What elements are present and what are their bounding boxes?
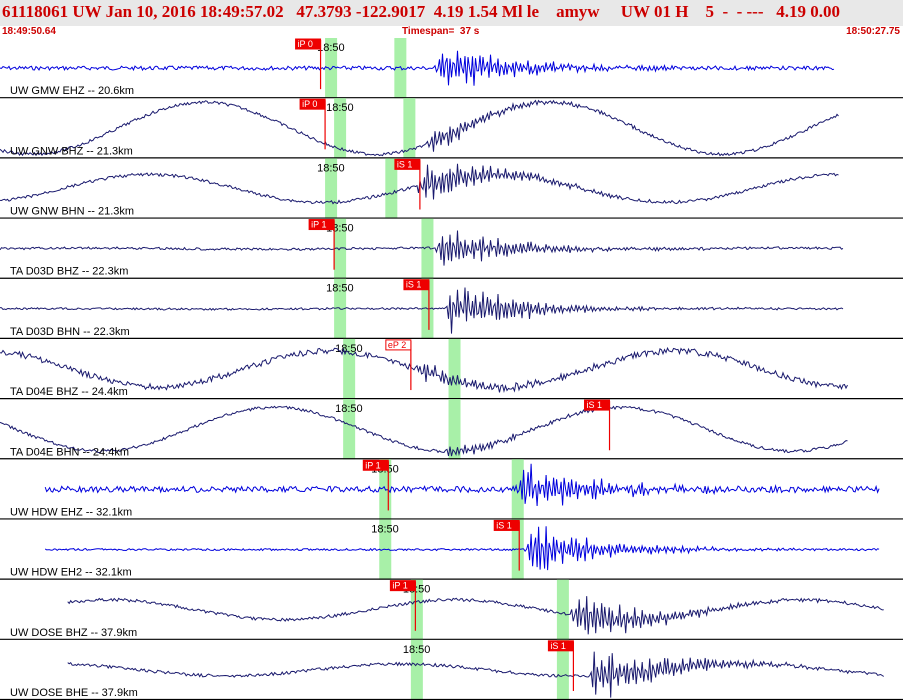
pick-phase-label: iP 0 [298,39,313,49]
pick-phase-label: iS 1 [550,641,566,651]
pick-flag[interactable] [547,640,574,652]
time-range-bar: 18:49:50.64 Timespan= 37 s 18:50:27.75 [0,26,903,38]
waveform-trace [0,163,839,205]
channel-label: UW HDW EHZ -- 32.1km [10,506,132,518]
p-window-band [325,158,338,219]
waveform-trace [44,526,880,571]
pick-flag[interactable] [584,399,611,411]
pick-phase-label: iP 0 [302,99,317,109]
pick-phase-label: iS 1 [587,400,603,410]
time-tick-label: 18:50 [371,523,399,535]
pick-phase-label: iP 1 [365,460,380,470]
time-tick-label: 18:50 [326,102,354,114]
channel-label: UW GNW BHZ -- 21.3km [10,145,133,157]
waveform-trace [0,346,848,394]
channel-label: TA D03D BHN -- 22.3km [10,326,130,338]
waveform-trace [67,651,884,698]
waveform-trace [0,230,844,266]
pick-phase-label: iS 1 [496,520,512,530]
waveform-trace [0,287,844,334]
event-header: 61118061 UW Jan 10, 2016 18:49:57.02 47.… [0,0,903,26]
s-window-band [511,459,524,520]
waveform-trace [0,99,839,157]
pick-phase-label: iS 1 [406,280,422,290]
waveform-trace [67,596,884,635]
channel-row[interactable]: 18:50 iS 1 UW HDW EH2 -- 32.1km [0,519,903,580]
channel-label: TA D04E BHN -- 24.4km [10,446,129,458]
pick-phase-label: iP 1 [311,220,326,230]
s-window-band [556,639,569,700]
s-window-band [448,338,461,400]
channel-label: UW DOSE BHE -- 37.9km [10,687,138,699]
channel-row[interactable]: 18:50 iP 0 UW GMW EHZ -- 20.6km [0,38,903,99]
channel-label: TA D03D BHZ -- 22.3km [10,266,128,278]
waveform-trace [0,50,835,86]
p-window-band [343,399,356,460]
event-summary-title: 61118061 UW Jan 10, 2016 18:49:57.02 47.… [2,2,841,21]
channel-row[interactable]: 18:50 iS 1 TA D04E BHN -- 24.4km [0,399,903,460]
seismogram-panel[interactable]: 18:50 iP 0 UW GMW EHZ -- 20.6km 18:50 iP 0 UW… [0,38,903,700]
channel-row[interactable]: 18:50 eP 2TA D04E BHZ -- 24.4km [0,338,903,400]
channel-label: UW HDW EH2 -- 32.1km [10,567,132,579]
pick-flag[interactable] [299,98,326,110]
time-tick-label: 18:50 [335,403,363,415]
pick-flag[interactable] [493,519,520,531]
s-window-band [403,98,416,159]
channel-label: UW DOSE BHZ -- 37.9km [10,627,137,639]
pick-flag[interactable] [394,158,421,170]
channel-row[interactable]: 18:50 iS 1 UW GNW BHN -- 21.3km [0,158,903,219]
time-tick-label: 18:50 [326,283,354,295]
time-tick-label: 18:50 [403,644,431,656]
p-window-band [325,38,338,99]
s-window-band [394,38,407,99]
timespan-label: Timespan= 37 s [402,26,480,37]
s-window-band [556,579,569,640]
p-window-band [334,98,347,159]
channel-row[interactable]: 18:50 iP 0 UW GNW BHZ -- 21.3km [0,98,903,159]
p-window-band [410,579,423,640]
pick-flag[interactable] [295,38,322,50]
channel-label: TA D04E BHZ -- 24.4km [10,386,128,398]
channel-label: UW GNW BHN -- 21.3km [10,206,134,218]
s-window-band [448,399,461,460]
pick-flag[interactable] [389,580,416,592]
s-window-band [385,158,398,219]
waveform-trace [0,405,848,457]
channel-row[interactable]: 18:50 iS 1 UW DOSE BHE -- 37.9km [0,639,903,700]
pick-phase-label: iP 1 [392,581,407,591]
start-time: 18:49:50.64 [2,26,56,37]
pick-flag[interactable] [403,279,430,291]
s-window-band [421,218,434,279]
waveform-trace [44,463,880,507]
end-time: 18:50:27.75 [846,26,900,37]
p-window-band [410,639,423,700]
pick-phase-label: eP 2 [388,340,406,350]
channel-label: UW GMW EHZ -- 20.6km [10,85,134,97]
time-tick-label: 18:50 [317,42,345,54]
pick-flag[interactable] [308,219,335,231]
channel-row[interactable]: 18:50 iS 1 TA D03D BHN -- 22.3km [0,278,903,340]
time-tick-label: 18:50 [317,162,345,174]
pick-flag[interactable] [362,459,389,471]
pick-flag[interactable] [385,339,412,351]
pick-phase-label: iS 1 [397,159,413,169]
